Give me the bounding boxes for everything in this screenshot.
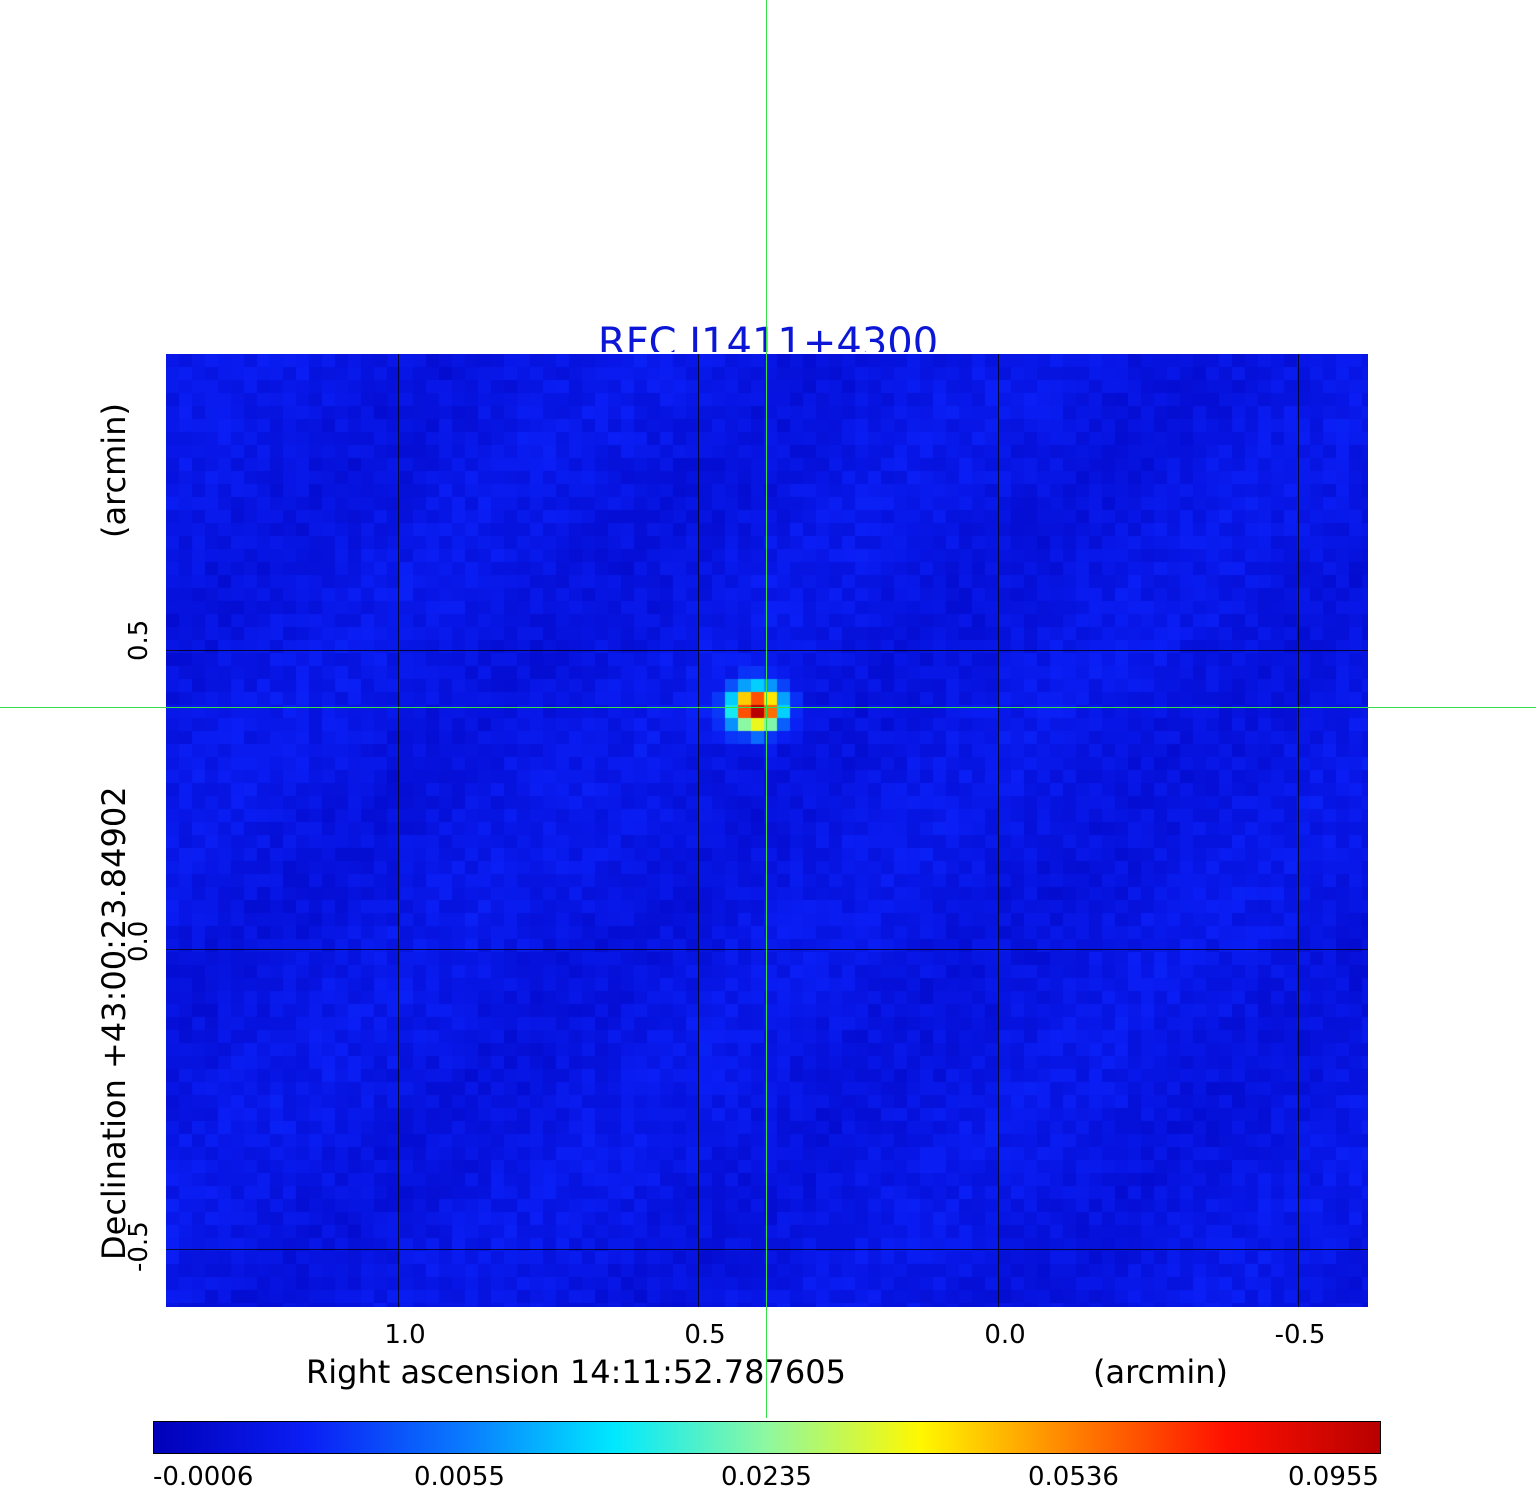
x-tick-label: -0.5 [1274,1320,1326,1350]
y-tick-label: 0.5 [124,619,154,661]
ra-grid-line-minus-0.5 [1298,354,1299,1307]
dec-grid-line-minus-0.5 [166,1249,1368,1250]
dec-grid-line-0.0 [166,949,1368,950]
colorbar-tick-label: 0.0235 [721,1462,812,1492]
x-tick-label: 1.0 [384,1320,426,1350]
x-tick-label: 0.5 [684,1320,726,1350]
crosshair-vertical[interactable] [766,0,767,1418]
x-tick-label: 0.0 [984,1320,1026,1350]
y-axis-unit: (arcmin) [95,403,133,538]
colorbar [153,1421,1381,1454]
sky-image-panel[interactable] [164,352,1370,1309]
x-axis-label: Right ascension 14:11:52.787605 [306,1353,846,1391]
crosshair-horizontal[interactable] [0,707,1536,708]
colorbar-tick-label: -0.0006 [153,1462,254,1492]
dec-grid-line-0.5 [166,650,1368,651]
colorbar-tick-label: 0.0536 [1028,1462,1119,1492]
y-axis-label: Declination +43:00:23.84902 [95,786,133,1260]
ra-grid-line-0.5 [698,354,699,1307]
ra-grid-line-0.0 [998,354,999,1307]
colorbar-tick-label: 0.0055 [414,1462,505,1492]
sky-image[interactable] [166,354,1368,1307]
x-axis-unit: (arcmin) [1093,1353,1228,1391]
ra-grid-line-1.0 [398,354,399,1307]
colorbar-tick-label: 0.0955 [1288,1462,1379,1492]
